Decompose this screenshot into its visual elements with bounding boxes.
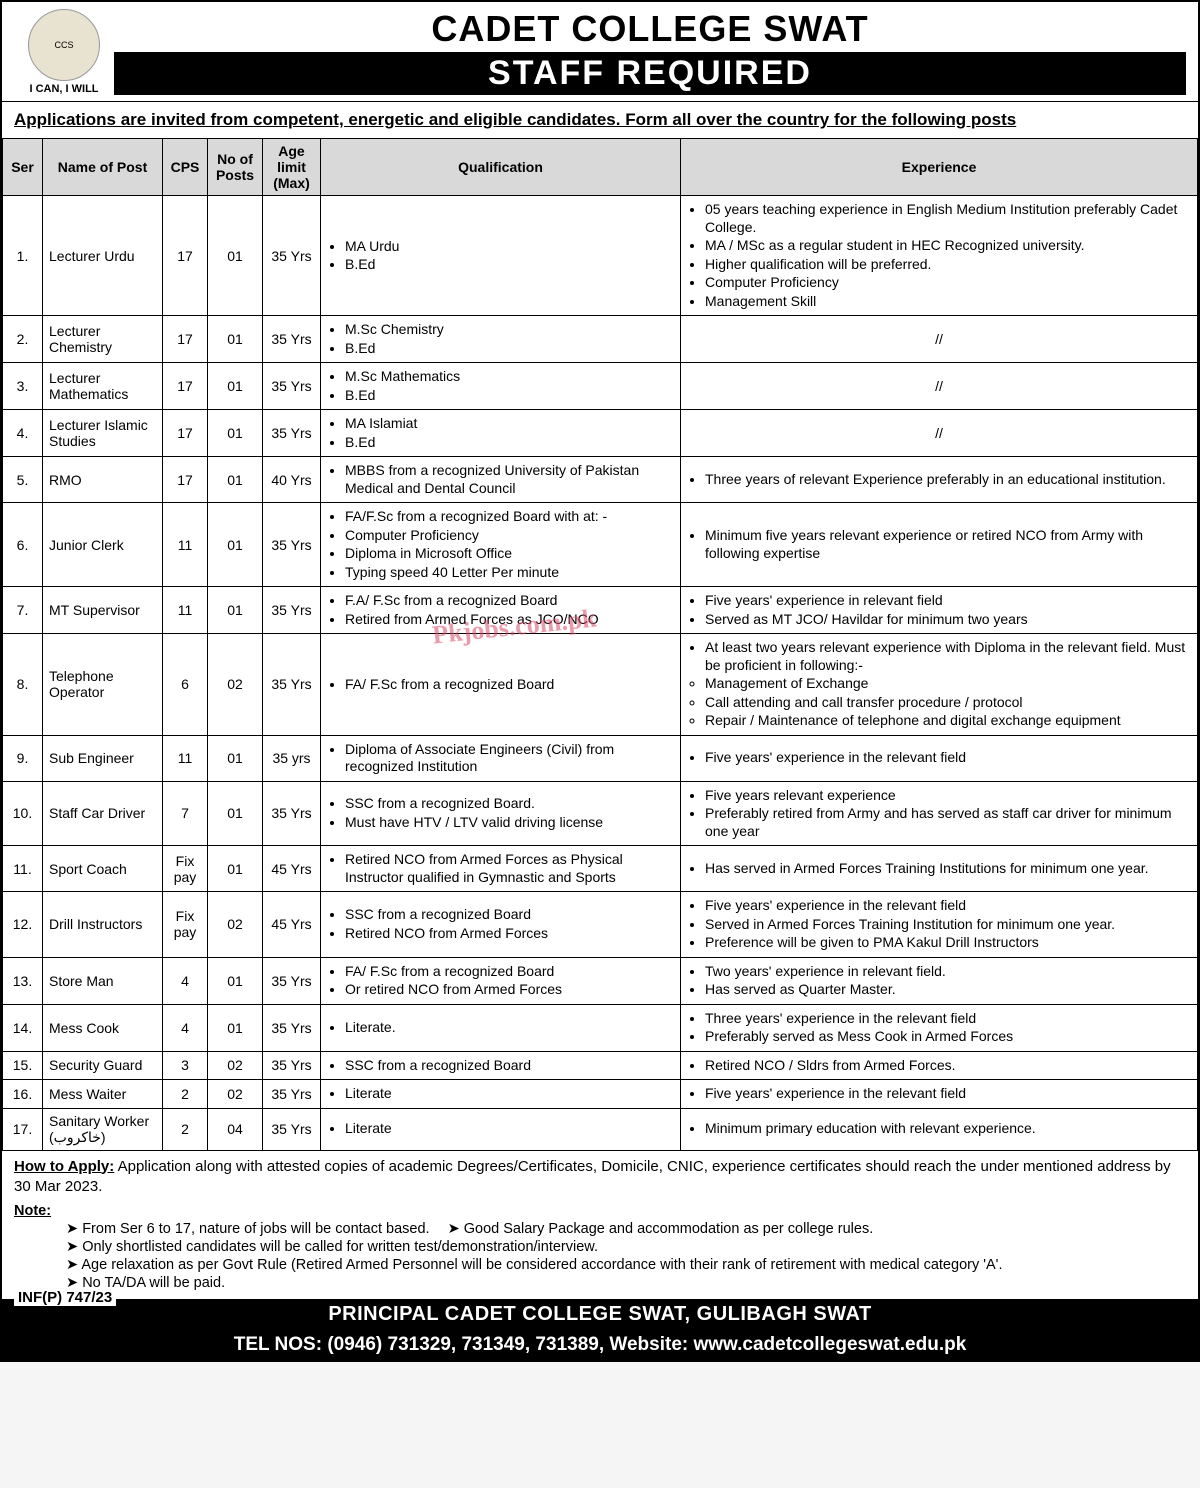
table-row: 11.Sport CoachFix pay0145 YrsRetired NCO… xyxy=(3,846,1198,892)
page: CCS I CAN, I WILL CADET COLLEGE SWAT STA… xyxy=(0,0,1200,1362)
col-header: Experience xyxy=(681,139,1198,196)
table-row: 4.Lecturer Islamic Studies170135 YrsMA I… xyxy=(3,410,1198,457)
posts-table: SerName of PostCPSNo of PostsAge limit (… xyxy=(2,138,1198,1151)
table-row: 6.Junior Clerk110135 YrsFA/F.Sc from a r… xyxy=(3,503,1198,587)
col-header: Name of Post xyxy=(43,139,163,196)
table-row: 9.Sub Engineer110135 yrsDiploma of Assoc… xyxy=(3,735,1198,781)
header: CCS I CAN, I WILL CADET COLLEGE SWAT STA… xyxy=(2,2,1198,102)
college-crest-icon: CCS xyxy=(28,9,100,81)
table-row: 7.MT Supervisor110135 YrsF.A/ F.Sc from … xyxy=(3,587,1198,634)
col-header: Qualification xyxy=(321,139,681,196)
col-header: No of Posts xyxy=(208,139,263,196)
banner-title: STAFF REQUIRED xyxy=(114,52,1186,95)
table-row: 8.Telephone Operator60235 YrsFA/ F.Sc fr… xyxy=(3,634,1198,736)
note-item: Good Salary Package and accommodation as… xyxy=(448,1221,874,1237)
table-header-row: SerName of PostCPSNo of PostsAge limit (… xyxy=(3,139,1198,196)
note-item: Age relaxation as per Govt Rule (Retired… xyxy=(66,1257,1002,1273)
table-row: 2.Lecturer Chemistry170135 YrsM.Sc Chemi… xyxy=(3,316,1198,363)
how-to-apply: How to Apply: Application along with att… xyxy=(2,1151,1198,1204)
college-name: CADET COLLEGE SWAT xyxy=(114,8,1186,50)
col-header: CPS xyxy=(163,139,208,196)
notes-label: Note: xyxy=(14,1203,51,1219)
table-row: 5.RMO170140 YrsMBBS from a recognized Un… xyxy=(3,457,1198,503)
table-row: 10.Staff Car Driver70135 YrsSSC from a r… xyxy=(3,781,1198,846)
logo-motto: I CAN, I WILL xyxy=(29,83,98,95)
intro-text: Applications are invited from competent,… xyxy=(2,102,1198,138)
logo-block: CCS I CAN, I WILL xyxy=(14,9,114,95)
table-row: 12.Drill InstructorsFix pay0245 YrsSSC f… xyxy=(3,892,1198,958)
table-row: 3.Lecturer Mathematics170135 YrsM.Sc Mat… xyxy=(3,363,1198,410)
table-row: 13.Store Man40135 YrsFA/ F.Sc from a rec… xyxy=(3,957,1198,1004)
table-row: 15.Security Guard30235 YrsSSC from a rec… xyxy=(3,1051,1198,1080)
title-block: CADET COLLEGE SWAT STAFF REQUIRED xyxy=(114,8,1186,95)
notes-block: Note: From Ser 6 to 17, nature of jobs w… xyxy=(2,1203,1198,1299)
table-row: 14.Mess Cook40135 YrsLiterate.Three year… xyxy=(3,1004,1198,1051)
table-row: 1.Lecturer Urdu170135 YrsMA UrduB.Ed05 y… xyxy=(3,196,1198,316)
table-row: 16.Mess Waiter20235 YrsLiterateFive year… xyxy=(3,1080,1198,1109)
footer-address: PRINCIPAL CADET COLLEGE SWAT, GULIBAGH S… xyxy=(2,1299,1198,1330)
footer-contact: TEL NOS: (0946) 731329, 731349, 731389, … xyxy=(2,1330,1198,1360)
inf-number: INF(P) 747/23 xyxy=(14,1289,116,1306)
note-item: Only shortlisted candidates will be call… xyxy=(66,1239,598,1255)
col-header: Ser xyxy=(3,139,43,196)
col-header: Age limit (Max) xyxy=(263,139,321,196)
note-item: From Ser 6 to 17, nature of jobs will be… xyxy=(66,1221,430,1237)
apply-label: How to Apply: xyxy=(14,1158,114,1175)
apply-text: Application along with attested copies o… xyxy=(14,1158,1171,1195)
table-row: 17.Sanitary Worker (خاکروب)20435 YrsLite… xyxy=(3,1108,1198,1150)
